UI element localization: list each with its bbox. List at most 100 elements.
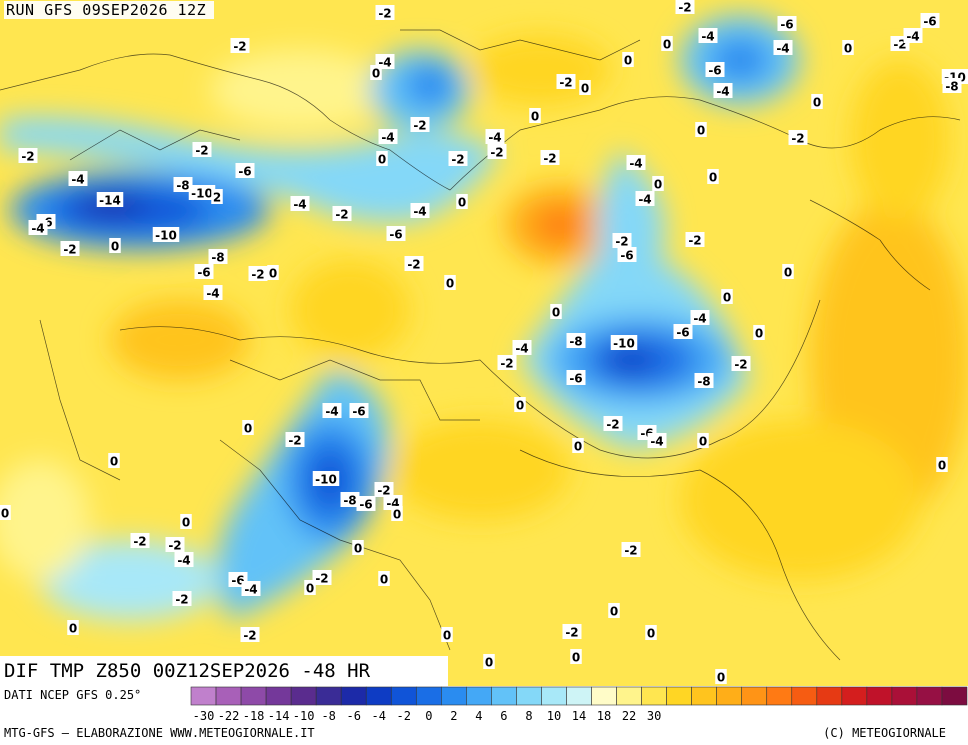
contour-label: 0 [514,397,526,413]
contour-label-text: 0 [1,507,9,521]
contour-label: 0 [608,603,620,619]
color-scale-swatch [766,686,793,706]
contour-label: 0 [456,194,468,210]
contour-label: -6 [194,264,214,280]
contour-label: -2 [240,627,260,643]
color-scale-swatch [916,686,943,706]
contour-label-text: 0 [663,38,671,52]
contour-label: -2 [562,624,582,640]
color-scale-label: 18 [597,709,611,723]
contour-label-text: -2 [288,434,301,448]
color-scale-label: -10 [293,709,315,723]
contour-label-text: 0 [697,124,705,138]
contour-label-text: -8 [697,375,710,389]
contour-label-text: 0 [654,178,662,192]
contour-label: -8 [340,492,360,508]
contour-label: -6 [673,324,693,340]
contour-label: -4 [512,340,532,356]
color-scale-labels: -30 -22 -18 -14 -10 -8 -6 -4 -2 0 2 4 6 8 10 14 18 22 30 [193,709,662,723]
contour-label: 0 [570,649,582,665]
color-scale-swatch [265,686,292,706]
color-scale-label: 22 [622,709,636,723]
temperature-anomaly-map: -2 -2 -6 -6 -2 -4 0 0 -4 -4 0 -2 -4 0 -6 -4 -10 -8 -2 0 0 -2-… [0,0,968,686]
contour-label: -6 [349,403,369,419]
contour-labels: -2 -2-6 -6-2-400-4-4 0 -2-40-6-4-10-8-2 00-2-… [0,0,968,685]
contour-label-text: 0 [111,240,119,254]
color-scale-swatch [566,686,592,706]
contour-label: -4 [485,129,505,145]
contour-label-text: -6 [238,165,251,179]
contour-label-text: -4 [693,312,706,326]
contour-label-text: 0 [269,267,277,281]
contour-label: -14 [96,192,124,208]
color-scale-label: 0 [425,709,432,723]
contour-label: -2 [332,206,352,222]
contour-label: -6 [356,496,376,512]
color-scale-swatch [641,686,667,706]
contour-label: -6 [920,13,940,29]
contour-label: -8 [208,249,228,265]
contour-label-text: -2 [451,153,464,167]
contour-label: 0 [67,620,79,636]
contour-label-text: -2 [490,146,503,160]
contour-label: -2 [192,142,212,158]
contour-label-text: 0 [443,629,451,643]
contour-label-text: 0 [516,399,524,413]
contour-label: 2 [211,189,223,205]
color-scale-swatch [716,686,743,706]
contour-label-text: 0 [378,153,386,167]
color-scale-swatch [941,686,968,706]
contour-label: -2 [497,355,517,371]
contour-label: -2 [788,130,808,146]
color-scale-swatch [390,686,417,706]
color-scale-label: 6 [500,709,507,723]
contour-label-text: -8 [211,251,224,265]
contour-label: 0 [572,438,584,454]
contour-label: -2 [675,0,695,15]
color-scale-label: -14 [268,709,290,723]
contour-label-text: 0 [699,435,707,449]
color-scale-label: 2 [450,709,457,723]
contour-label-text: -6 [676,326,689,340]
contour-label-text: 0 [813,96,821,110]
contour-label-text: 0 [446,277,454,291]
contour-label-text: 0 [572,651,580,665]
color-scale-swatch [741,686,768,706]
contour-label: -4 [203,285,223,301]
contour-label: -4 [68,171,88,187]
contour-label-text: -2 [168,539,181,553]
contour-label: 0 [811,94,823,110]
contour-label-text: 0 [372,67,380,81]
contour-label-text: -8 [945,80,958,94]
contour-label: 0 [180,514,192,530]
contour-label-text: 2 [213,191,221,205]
color-scale-label: -4 [372,709,386,723]
contour-label-text: 0 [844,42,852,56]
color-scale-swatch [365,686,392,706]
contour-label: -6 [777,16,797,32]
contour-label-text: 0 [110,455,118,469]
contour-label: 0 [645,625,657,641]
contour-label: 0 [483,654,495,670]
contour-label: -6 [566,370,586,386]
contour-label: -4 [290,196,310,212]
contour-label-text: 0 [380,573,388,587]
contour-label: -6 [705,62,725,78]
contour-label-text: -4 [638,193,651,207]
contour-label: -6 [235,163,255,179]
contour-label: 0 [842,40,854,56]
contour-label-text: -2 [315,572,328,586]
contour-label: -4 [698,28,718,44]
color-scale-swatch [190,686,217,706]
contour-label-text: -6 [708,64,721,78]
contour-label: -6 [386,226,406,242]
color-scale-swatch [816,686,843,706]
color-scale-swatch [415,686,442,706]
contour-label-text: -4 [906,30,919,44]
contour-label-text: -2 [195,144,208,158]
contour-label-text: -4 [31,222,44,236]
color-scale-label: -30 [193,709,215,723]
contour-label-text: -4 [177,554,190,568]
contour-label-text: -2 [688,234,701,248]
contour-label-text: -2 [624,544,637,558]
